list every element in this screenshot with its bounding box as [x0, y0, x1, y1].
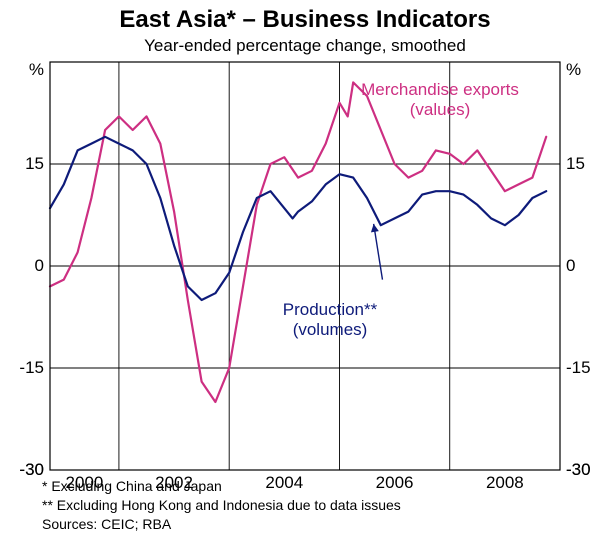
series-production	[50, 137, 546, 300]
y-tick-right-min: -30	[566, 460, 591, 480]
series-label-production-line2: (volumes)	[240, 320, 420, 340]
y-unit-left: %	[20, 60, 44, 80]
y-tick-left-min: -30	[6, 460, 44, 480]
x-tick-2006: 2006	[376, 473, 414, 493]
chart-title: East Asia* – Business Indicators	[0, 6, 610, 34]
x-tick-2000: 2000	[66, 473, 104, 493]
series-exports	[50, 82, 546, 402]
x-tick-2008: 2008	[486, 473, 524, 493]
y-tick-right-0: 0	[566, 256, 575, 276]
x-tick-2004: 2004	[265, 473, 303, 493]
y-tick-left--15: -15	[6, 358, 44, 378]
series-label-exports: Merchandise exports(values)	[350, 80, 530, 119]
x-tick-2002: 2002	[155, 473, 193, 493]
series-label-production: Production**(volumes)	[240, 300, 420, 339]
plot-svg	[50, 62, 560, 470]
y-tick-right-15: 15	[566, 154, 585, 174]
series-label-exports-line2: (values)	[350, 100, 530, 120]
series-label-exports-line1: Merchandise exports	[350, 80, 530, 100]
y-tick-right--15: -15	[566, 358, 591, 378]
plot-area	[50, 62, 560, 470]
y-unit-right: %	[566, 60, 581, 80]
y-tick-left-0: 0	[6, 256, 44, 276]
chart-container: East Asia* – Business Indicators Year-en…	[0, 0, 610, 549]
y-tick-left-15: 15	[6, 154, 44, 174]
footnote-2: ** Excluding Hong Kong and Indonesia due…	[42, 497, 401, 513]
series-label-production-line1: Production**	[240, 300, 420, 320]
footnote-sources: Sources: CEIC; RBA	[42, 516, 171, 532]
chart-subtitle: Year-ended percentage change, smoothed	[0, 36, 610, 56]
